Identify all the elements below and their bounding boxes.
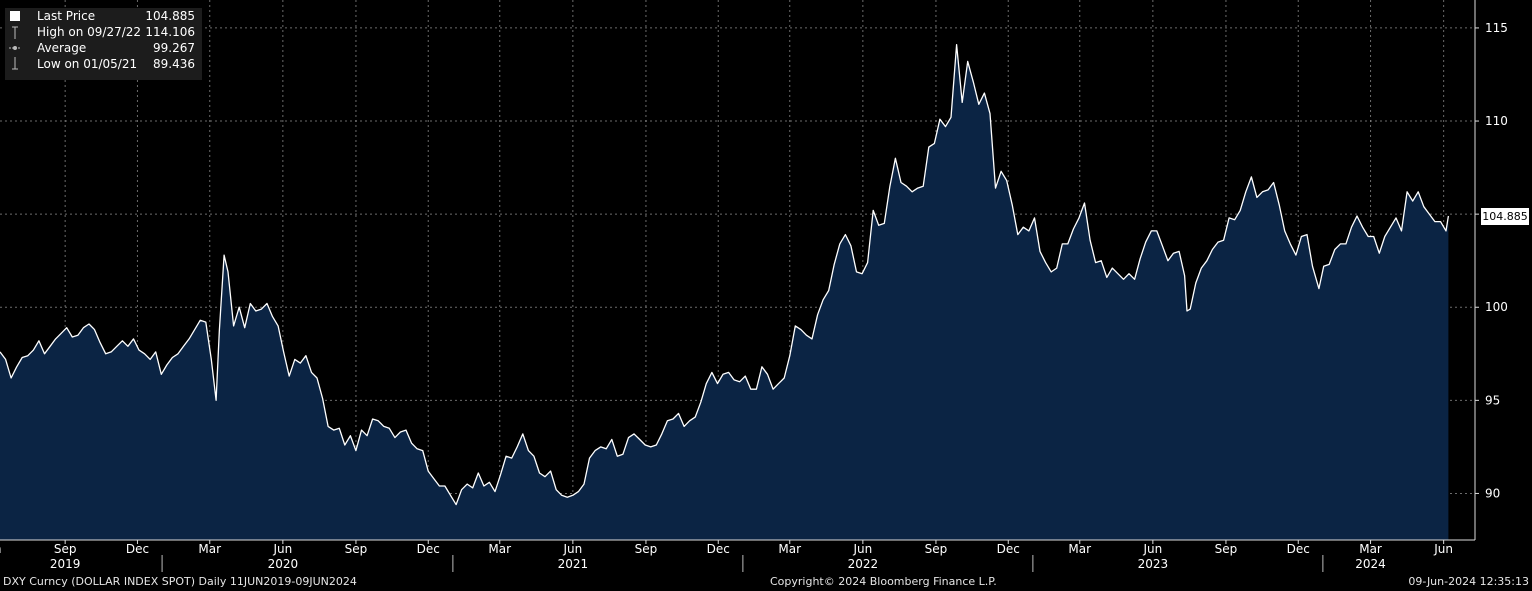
x-axis: Jun Sep Dec Mar Jun Sep Dec Mar Jun Sep Dec Mar Jun S… bbox=[0, 539, 1475, 572]
x-year-label: 2020 bbox=[268, 557, 299, 571]
high-marker-icon bbox=[12, 26, 18, 39]
legend-row-average: Average 99.267 bbox=[5, 40, 202, 56]
y-tick-label: 90 bbox=[1485, 486, 1500, 500]
legend-box: Last Price 104.885 High on 09/27/22 114.… bbox=[5, 8, 202, 80]
x-month-label: Sep bbox=[54, 542, 77, 556]
price-line bbox=[0, 44, 1450, 506]
filled-square-icon bbox=[10, 11, 20, 21]
legend-row-last-price: Last Price 104.885 bbox=[5, 8, 202, 24]
legend-row-high: High on 09/27/22 114.106 bbox=[5, 24, 202, 40]
x-month-label: Dec bbox=[1287, 542, 1310, 556]
legend-label: Average bbox=[37, 41, 87, 55]
x-month-label: Jun bbox=[272, 542, 292, 556]
y-tick-label: 100 bbox=[1485, 300, 1508, 314]
legend-row-low: Low on 01/05/21 89.436 bbox=[5, 56, 202, 72]
footer-timestamp: 09-Jun-2024 12:35:13 bbox=[1408, 575, 1529, 588]
legend-value: 99.267 bbox=[153, 41, 195, 55]
area-layer bbox=[0, 44, 1450, 540]
x-year-label: 2023 bbox=[1138, 557, 1169, 571]
x-month-label: Mar bbox=[1359, 542, 1382, 556]
legend-label: Last Price bbox=[37, 9, 96, 23]
x-month-label: Sep bbox=[345, 542, 368, 556]
x-month-label: Jun bbox=[1433, 542, 1453, 556]
legend-label: High on 09/27/22 bbox=[37, 25, 142, 39]
footer-security-info: DXY Curncy (DOLLAR INDEX SPOT) Daily 11J… bbox=[3, 575, 357, 588]
legend-value: 89.436 bbox=[153, 57, 195, 71]
legend-value: 114.106 bbox=[145, 25, 195, 39]
x-month-label: Sep bbox=[925, 542, 948, 556]
x-year-label: 2021 bbox=[558, 557, 589, 571]
x-month-label: Jun bbox=[852, 542, 872, 556]
low-marker-icon bbox=[12, 57, 18, 70]
x-month-label: Mar bbox=[488, 542, 511, 556]
x-month-label: Jun bbox=[0, 542, 1, 556]
y-axis: 9095100105110115 bbox=[1474, 0, 1508, 540]
average-marker-icon bbox=[9, 46, 21, 50]
x-month-label: Sep bbox=[1215, 542, 1238, 556]
footer-copyright: Copyright© 2024 Bloomberg Finance L.P. bbox=[770, 575, 997, 588]
x-month-label: Mar bbox=[198, 542, 221, 556]
x-month-label: Mar bbox=[1068, 542, 1091, 556]
y-tick-label: 95 bbox=[1485, 393, 1500, 407]
x-month-label: Dec bbox=[126, 542, 149, 556]
legend-label: Low on 01/05/21 bbox=[37, 57, 138, 71]
last-price-badge: 104.885 bbox=[1481, 207, 1529, 225]
y-tick-label: 110 bbox=[1485, 114, 1508, 128]
x-month-label: Mar bbox=[778, 542, 801, 556]
x-month-label: Jun bbox=[1142, 542, 1162, 556]
x-month-label: Jun bbox=[562, 542, 582, 556]
x-year-label: 2019 bbox=[50, 557, 81, 571]
legend-value: 104.885 bbox=[145, 9, 195, 23]
x-year-label: 2022 bbox=[848, 557, 879, 571]
price-area bbox=[0, 44, 1449, 540]
x-month-label: Dec bbox=[707, 542, 730, 556]
x-month-label: Dec bbox=[997, 542, 1020, 556]
x-year-label: 2024 bbox=[1355, 557, 1386, 571]
y-tick-label: 115 bbox=[1485, 21, 1508, 35]
x-month-label: Dec bbox=[417, 542, 440, 556]
x-month-label: Sep bbox=[635, 542, 658, 556]
